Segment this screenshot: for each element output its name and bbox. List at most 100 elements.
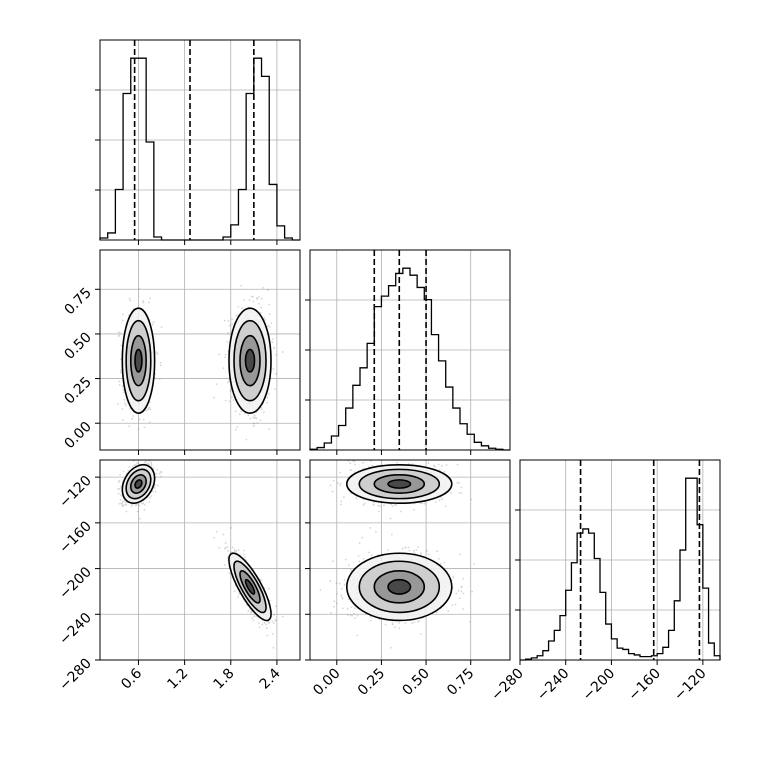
sample-point <box>374 530 377 533</box>
sample-point <box>158 378 161 380</box>
sample-point <box>148 401 151 404</box>
sample-point <box>391 623 394 626</box>
sample-point <box>260 408 263 411</box>
sample-point <box>222 533 225 536</box>
hist-panel-3 <box>519 459 721 661</box>
sample-point <box>155 472 158 475</box>
sample-point <box>340 500 343 503</box>
sample-point <box>143 509 146 511</box>
hist-panel-1 <box>99 39 301 241</box>
y-tick-label: 0.00 <box>61 419 94 452</box>
sample-point <box>407 546 410 549</box>
sample-point <box>148 497 151 499</box>
sample-point <box>396 461 399 464</box>
sample-point <box>268 313 271 315</box>
sample-point <box>228 572 231 575</box>
sample-point <box>253 615 255 618</box>
y-tick-label: −120 <box>56 473 95 512</box>
sample-point <box>230 527 233 529</box>
sample-point <box>149 297 151 300</box>
sample-point <box>258 626 261 629</box>
sample-point <box>226 341 229 343</box>
sample-point <box>336 592 338 595</box>
sample-point <box>411 622 414 625</box>
sample-point <box>444 505 447 508</box>
sample-point <box>363 502 366 505</box>
sample-point <box>356 614 359 617</box>
sample-point <box>335 582 338 584</box>
sample-point <box>398 627 401 630</box>
sample-point <box>266 396 269 399</box>
sample-point <box>232 399 235 401</box>
sample-point <box>339 471 342 474</box>
sample-point <box>215 530 218 533</box>
sample-point <box>251 617 254 620</box>
sample-point <box>159 470 162 473</box>
sample-point <box>418 620 420 623</box>
sample-point <box>262 286 265 289</box>
sample-point <box>358 542 361 544</box>
sample-point <box>119 331 121 334</box>
y-tick-label: 0.25 <box>61 374 94 407</box>
y-tick-label: −240 <box>56 610 95 649</box>
sample-point <box>369 527 372 529</box>
sample-point <box>330 611 332 614</box>
sample-point <box>249 612 252 614</box>
sample-point <box>462 577 465 580</box>
sample-point <box>368 551 370 554</box>
sample-point <box>469 620 471 623</box>
sample-point <box>265 627 268 630</box>
sample-point <box>460 492 463 494</box>
sample-point <box>144 460 147 463</box>
sample-point <box>257 622 260 624</box>
sample-point <box>346 607 349 610</box>
sample-point <box>125 510 128 513</box>
sample-point <box>250 295 253 298</box>
sample-point <box>341 607 344 610</box>
sample-point <box>122 500 124 503</box>
sample-point <box>274 388 277 390</box>
sample-point <box>224 399 227 402</box>
sample-point <box>408 549 411 552</box>
sample-point <box>350 606 353 609</box>
sample-point <box>119 498 122 501</box>
sample-point <box>152 321 155 324</box>
sample-point <box>452 576 455 579</box>
sample-point <box>118 384 121 386</box>
sample-point <box>372 503 375 506</box>
sample-point <box>340 587 343 590</box>
sample-point <box>230 396 233 399</box>
sample-point <box>249 417 252 420</box>
sample-point <box>222 367 225 370</box>
sample-point <box>149 408 152 411</box>
sample-point <box>438 499 441 502</box>
sample-point <box>122 505 124 508</box>
sample-point <box>223 564 226 566</box>
sample-point <box>270 322 273 325</box>
sample-point <box>127 469 130 472</box>
sample-point <box>274 619 277 622</box>
y-tick-label: −280 <box>56 656 95 695</box>
sample-point <box>238 413 241 416</box>
sample-point <box>136 510 139 513</box>
sample-point <box>231 318 234 321</box>
sample-point <box>390 533 393 536</box>
sample-point <box>386 548 389 551</box>
sample-point <box>138 287 141 290</box>
sample-point <box>340 594 343 597</box>
sample-point <box>263 622 266 624</box>
sample-point <box>142 301 145 304</box>
sample-point <box>275 605 278 608</box>
sample-point <box>252 425 255 428</box>
sample-point <box>151 323 154 326</box>
sample-point <box>390 503 392 506</box>
sample-point <box>353 460 356 463</box>
sample-point <box>354 617 356 620</box>
sample-point <box>262 411 265 414</box>
sample-point <box>148 421 151 424</box>
density-contour <box>387 479 412 489</box>
sample-point <box>256 422 259 424</box>
sample-point <box>124 402 126 405</box>
sample-point <box>118 502 121 505</box>
sample-point <box>252 422 255 425</box>
